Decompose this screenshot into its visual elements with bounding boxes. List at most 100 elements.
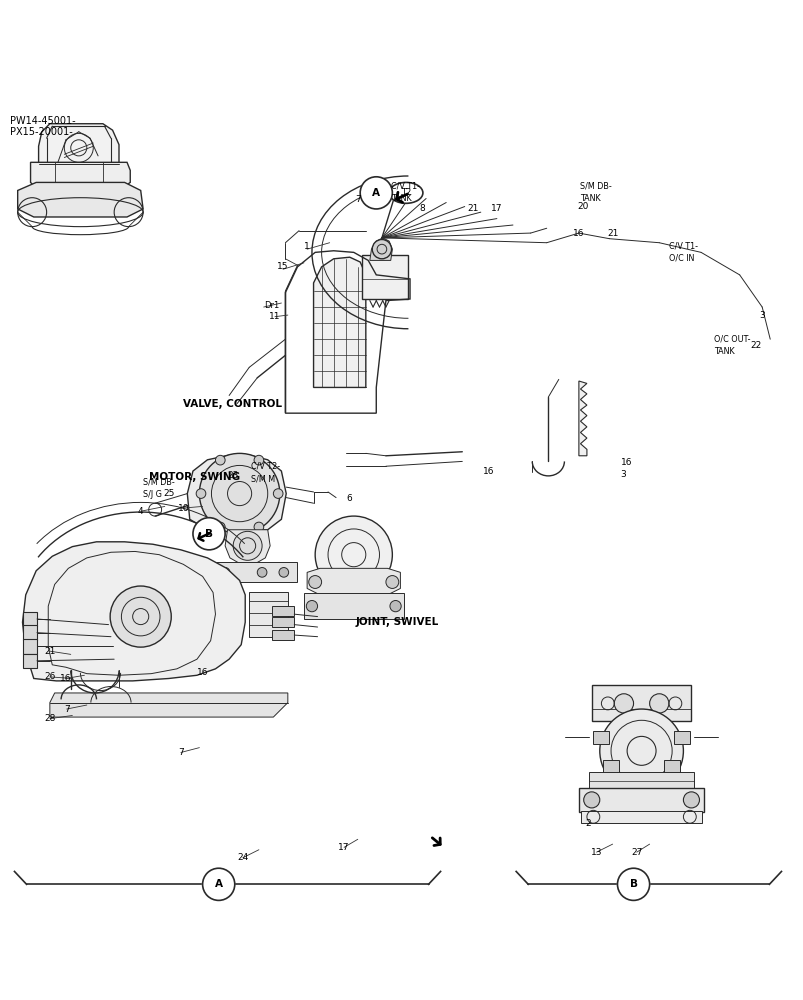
Circle shape	[254, 455, 263, 465]
Circle shape	[613, 694, 633, 713]
Text: JOINT, SWIVEL: JOINT, SWIVEL	[355, 617, 438, 627]
Circle shape	[308, 576, 321, 588]
Text: S/M M: S/M M	[251, 474, 275, 483]
Text: TANK: TANK	[390, 194, 411, 203]
Text: PW14-45001-: PW14-45001-	[10, 116, 75, 126]
Bar	[578, 788, 703, 812]
Circle shape	[233, 531, 262, 560]
Bar	[271, 617, 294, 627]
Text: 7: 7	[63, 705, 70, 714]
Text: VALVE, CONTROL: VALVE, CONTROL	[183, 399, 282, 409]
Text: 1: 1	[304, 242, 310, 251]
Text: MOTOR, SWING: MOTOR, SWING	[149, 472, 239, 482]
Bar	[361, 255, 408, 299]
Polygon shape	[39, 124, 119, 164]
Text: 17: 17	[338, 843, 349, 852]
Text: S/J G: S/J G	[143, 490, 161, 499]
Polygon shape	[187, 455, 286, 530]
Text: 21: 21	[467, 204, 478, 213]
Circle shape	[306, 600, 317, 612]
Text: 7: 7	[354, 195, 361, 204]
Text: PX15-20001-: PX15-20001-	[10, 127, 72, 137]
Text: 20: 20	[577, 202, 588, 211]
Polygon shape	[22, 542, 245, 681]
Polygon shape	[50, 693, 287, 717]
Text: T2: T2	[401, 188, 410, 197]
Bar	[589, 772, 693, 789]
Text: 16: 16	[573, 229, 584, 238]
Text: 7: 7	[177, 748, 184, 757]
Text: 2: 2	[585, 819, 590, 828]
Bar	[22, 625, 37, 640]
Text: 26: 26	[44, 672, 55, 681]
Circle shape	[583, 792, 599, 808]
Circle shape	[199, 453, 279, 534]
Text: 25: 25	[163, 489, 174, 498]
Bar	[673, 731, 689, 744]
Text: 11: 11	[269, 312, 280, 321]
Text: 15: 15	[277, 262, 288, 271]
Ellipse shape	[389, 182, 422, 203]
Text: 6: 6	[346, 494, 353, 503]
Text: 16: 16	[621, 458, 632, 467]
Polygon shape	[18, 182, 143, 217]
Text: 16: 16	[483, 467, 494, 476]
Text: 24: 24	[237, 853, 248, 862]
Text: 21: 21	[606, 229, 618, 238]
Bar	[22, 612, 37, 626]
Polygon shape	[225, 530, 270, 564]
Text: A: A	[214, 879, 222, 889]
Circle shape	[202, 868, 234, 900]
Circle shape	[372, 240, 391, 259]
Circle shape	[220, 568, 230, 577]
Text: 28: 28	[44, 714, 55, 723]
Polygon shape	[31, 162, 130, 190]
Text: B: B	[629, 879, 637, 889]
Polygon shape	[313, 257, 365, 387]
Bar	[271, 630, 294, 640]
Text: C/V T2-: C/V T2-	[251, 461, 279, 470]
Text: 3: 3	[758, 311, 764, 320]
Text: 16: 16	[60, 674, 71, 683]
Text: 22: 22	[749, 341, 760, 350]
Circle shape	[360, 177, 392, 209]
Circle shape	[198, 568, 208, 577]
Text: C/V T1-: C/V T1-	[668, 241, 697, 250]
Circle shape	[257, 568, 267, 577]
Circle shape	[279, 568, 288, 577]
Circle shape	[385, 576, 398, 588]
Bar	[304, 593, 403, 619]
Circle shape	[389, 600, 401, 612]
Bar	[593, 731, 609, 744]
Text: 10: 10	[177, 504, 189, 513]
Circle shape	[254, 522, 263, 532]
Text: A: A	[372, 188, 380, 198]
Text: TANK: TANK	[580, 194, 601, 203]
Bar	[249, 592, 287, 637]
Bar	[271, 606, 294, 616]
Text: 4: 4	[138, 507, 143, 516]
Text: B: B	[205, 529, 213, 539]
Text: C/V T1-: C/V T1-	[390, 182, 419, 191]
Bar	[22, 654, 37, 668]
Text: 23: 23	[227, 471, 238, 480]
Text: O/C OUT-: O/C OUT-	[713, 334, 749, 343]
Circle shape	[315, 516, 392, 593]
Bar	[22, 639, 37, 654]
Text: 27: 27	[630, 848, 642, 857]
Circle shape	[193, 518, 225, 550]
Polygon shape	[578, 381, 586, 456]
Text: 16: 16	[197, 668, 208, 677]
Circle shape	[617, 868, 649, 900]
Bar	[602, 760, 618, 773]
Polygon shape	[307, 568, 400, 595]
Text: S/M DB-: S/M DB-	[143, 477, 174, 486]
Text: 13: 13	[590, 848, 601, 857]
Text: Dr1: Dr1	[263, 301, 279, 310]
Text: TANK: TANK	[713, 347, 734, 356]
Circle shape	[649, 694, 668, 713]
Text: 17: 17	[491, 204, 502, 213]
Text: O/C IN: O/C IN	[668, 254, 694, 263]
Circle shape	[599, 709, 683, 793]
Text: 3: 3	[619, 470, 626, 479]
